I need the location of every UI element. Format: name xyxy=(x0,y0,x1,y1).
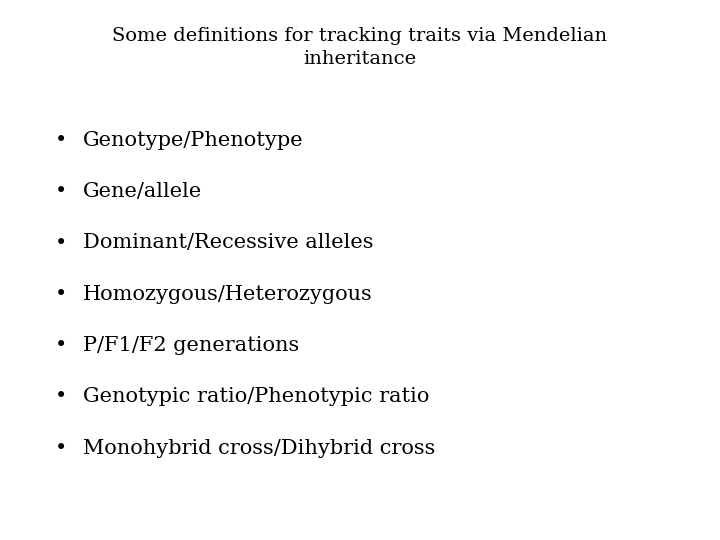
Text: •: • xyxy=(55,233,68,253)
Text: •: • xyxy=(55,438,68,458)
Text: Monohybrid cross/Dihybrid cross: Monohybrid cross/Dihybrid cross xyxy=(83,438,435,458)
Text: •: • xyxy=(55,336,68,355)
Text: •: • xyxy=(55,182,68,201)
Text: Homozygous/Heterozygous: Homozygous/Heterozygous xyxy=(83,285,372,304)
Text: Dominant/Recessive alleles: Dominant/Recessive alleles xyxy=(83,233,373,253)
Text: Some definitions for tracking traits via Mendelian
inheritance: Some definitions for tracking traits via… xyxy=(112,27,608,68)
Text: Genotypic ratio/Phenotypic ratio: Genotypic ratio/Phenotypic ratio xyxy=(83,387,429,407)
Text: •: • xyxy=(55,131,68,150)
Text: •: • xyxy=(55,285,68,304)
Text: Gene/allele: Gene/allele xyxy=(83,182,202,201)
Text: •: • xyxy=(55,387,68,407)
Text: Genotype/Phenotype: Genotype/Phenotype xyxy=(83,131,303,150)
Text: P/F1/F2 generations: P/F1/F2 generations xyxy=(83,336,299,355)
